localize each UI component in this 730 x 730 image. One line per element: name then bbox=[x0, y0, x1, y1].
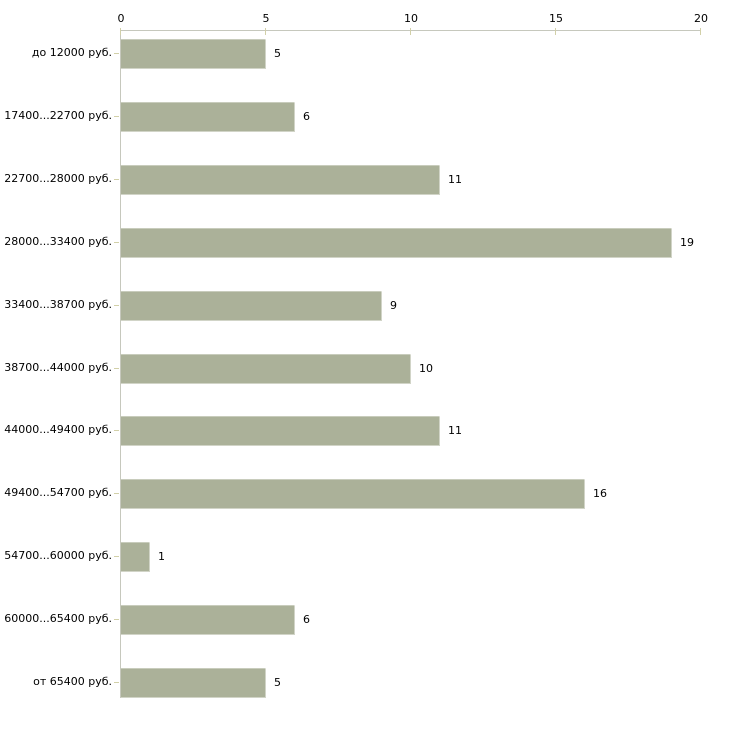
value-label: 6 bbox=[303, 109, 310, 123]
value-label: 9 bbox=[390, 298, 397, 312]
y-axis-tick-mark bbox=[114, 241, 119, 243]
category-label: 44000...49400 руб. bbox=[4, 423, 112, 437]
y-axis-tick-mark bbox=[114, 367, 119, 369]
value-label: 11 bbox=[448, 424, 462, 438]
bar bbox=[121, 164, 440, 195]
bar bbox=[121, 353, 411, 384]
category-label: 54700...60000 руб. bbox=[4, 549, 112, 563]
bar bbox=[121, 416, 440, 447]
x-axis-tick-mark bbox=[555, 28, 556, 35]
category-label: 28000...33400 руб. bbox=[4, 234, 112, 248]
y-axis-tick-mark bbox=[114, 493, 119, 495]
category-label: 22700...28000 руб. bbox=[4, 171, 112, 185]
category-label: 60000...65400 руб. bbox=[4, 612, 112, 626]
x-axis-tick-label: 0 bbox=[117, 12, 125, 25]
y-axis-tick-mark bbox=[114, 619, 119, 621]
y-axis-tick-mark bbox=[114, 682, 119, 683]
x-axis-tick-label: 20 bbox=[694, 12, 708, 25]
bar bbox=[121, 542, 150, 573]
x-axis-tick-mark bbox=[120, 28, 121, 35]
plot-area: 0 5 10 15 20 5 6 11 19 9 10 11 16 1 6 5 bbox=[118, 12, 708, 698]
value-label: 11 bbox=[448, 172, 462, 186]
value-label: 6 bbox=[303, 613, 310, 627]
y-axis-tick-mark bbox=[114, 304, 119, 306]
bar bbox=[121, 39, 266, 69]
category-label: 49400...54700 руб. bbox=[4, 486, 112, 500]
x-axis-tick-label: 15 bbox=[549, 12, 563, 25]
value-label: 5 bbox=[274, 47, 281, 60]
x-axis-tick-mark bbox=[265, 28, 266, 35]
x-axis-tick-label: 10 bbox=[404, 12, 418, 25]
x-axis-tick-mark bbox=[410, 28, 411, 35]
y-axis-tick-mark bbox=[114, 556, 119, 558]
bar bbox=[121, 101, 295, 132]
y-axis-tick-mark bbox=[114, 115, 119, 117]
bar bbox=[121, 290, 382, 321]
y-axis-tick-mark bbox=[114, 178, 119, 180]
value-label: 10 bbox=[419, 361, 433, 375]
x-axis-tick-mark bbox=[700, 28, 701, 35]
bar bbox=[121, 227, 672, 258]
category-label: 38700...44000 руб. bbox=[4, 360, 112, 374]
y-axis-tick-mark bbox=[114, 430, 119, 432]
bar bbox=[121, 605, 295, 636]
bar bbox=[121, 668, 266, 698]
bar bbox=[121, 479, 585, 510]
category-label: от 65400 руб. bbox=[33, 675, 112, 688]
category-label: 33400...38700 руб. bbox=[4, 297, 112, 311]
value-label: 16 bbox=[593, 487, 607, 501]
y-axis-tick-mark bbox=[114, 53, 119, 54]
value-label: 1 bbox=[158, 550, 165, 564]
value-label: 5 bbox=[274, 676, 281, 689]
category-label: до 12000 руб. bbox=[31, 46, 112, 59]
category-label: 17400...22700 руб. bbox=[4, 108, 112, 122]
value-label: 19 bbox=[680, 235, 694, 249]
x-axis-tick-label: 5 bbox=[262, 12, 270, 25]
